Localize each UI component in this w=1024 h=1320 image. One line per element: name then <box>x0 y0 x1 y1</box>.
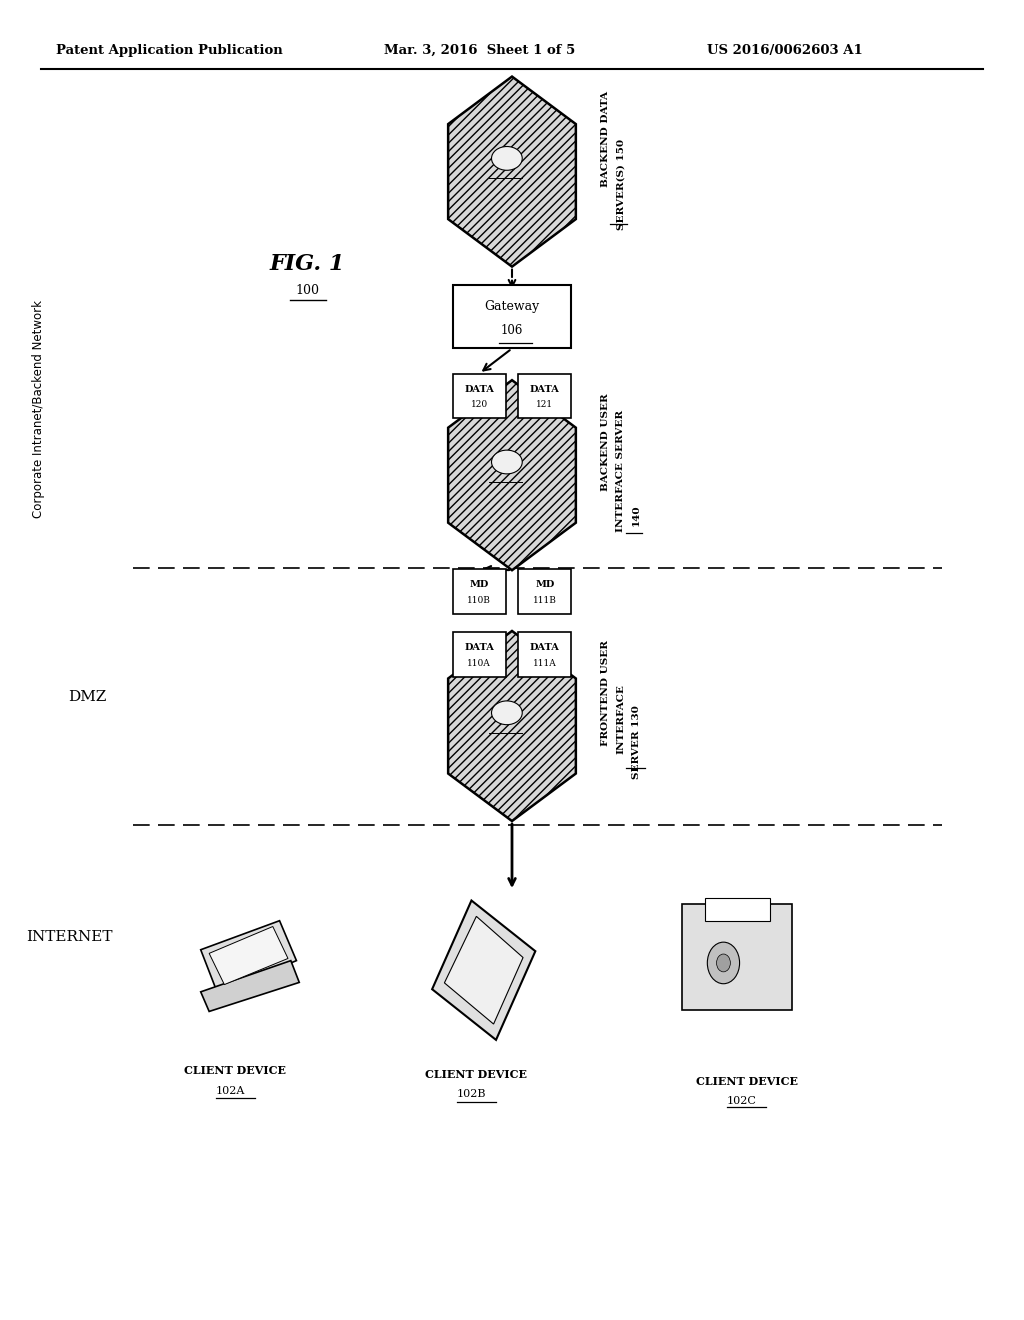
Text: US 2016/0062603 A1: US 2016/0062603 A1 <box>707 44 862 57</box>
Text: Patent Application Publication: Patent Application Publication <box>56 44 283 57</box>
FancyBboxPatch shape <box>518 374 571 418</box>
Text: MD: MD <box>470 579 488 589</box>
Polygon shape <box>201 921 297 993</box>
Text: 111B: 111B <box>532 595 557 605</box>
Text: 111A: 111A <box>532 659 557 668</box>
Text: FIG. 1: FIG. 1 <box>269 253 345 275</box>
Text: SERVER(S) 150: SERVER(S) 150 <box>616 139 626 231</box>
Polygon shape <box>209 927 288 985</box>
Text: 110A: 110A <box>467 659 492 668</box>
Text: 120: 120 <box>471 400 487 409</box>
Text: DATA: DATA <box>464 643 495 652</box>
Text: 102A: 102A <box>216 1086 246 1097</box>
Text: CLIENT DEVICE: CLIENT DEVICE <box>425 1069 527 1080</box>
Text: 102B: 102B <box>457 1089 486 1100</box>
Text: BACKEND USER: BACKEND USER <box>601 393 610 491</box>
Text: DATA: DATA <box>529 643 560 652</box>
Text: Corporate Intranet/Backend Network: Corporate Intranet/Backend Network <box>33 300 45 519</box>
Polygon shape <box>201 961 299 1011</box>
Circle shape <box>708 942 739 983</box>
Text: FRONTEND USER: FRONTEND USER <box>601 640 610 746</box>
Polygon shape <box>449 77 575 267</box>
Text: INTERFACE SERVER: INTERFACE SERVER <box>616 411 626 532</box>
FancyBboxPatch shape <box>453 285 571 348</box>
FancyBboxPatch shape <box>518 569 571 614</box>
Ellipse shape <box>492 147 522 170</box>
Text: 140: 140 <box>632 504 641 525</box>
Text: MD: MD <box>536 579 554 589</box>
Polygon shape <box>449 631 575 821</box>
Text: DMZ: DMZ <box>68 690 106 704</box>
FancyBboxPatch shape <box>453 374 506 418</box>
Text: DATA: DATA <box>464 384 495 393</box>
Text: 121: 121 <box>537 400 553 409</box>
FancyBboxPatch shape <box>518 632 571 677</box>
Ellipse shape <box>492 701 522 725</box>
Text: INTERFACE: INTERFACE <box>616 685 626 754</box>
FancyBboxPatch shape <box>453 632 506 677</box>
Polygon shape <box>432 900 536 1040</box>
FancyBboxPatch shape <box>705 898 770 921</box>
Text: 100: 100 <box>295 284 319 297</box>
Text: BACKEND DATA: BACKEND DATA <box>601 91 610 186</box>
Text: DATA: DATA <box>529 384 560 393</box>
Circle shape <box>717 954 730 972</box>
Text: Mar. 3, 2016  Sheet 1 of 5: Mar. 3, 2016 Sheet 1 of 5 <box>384 44 575 57</box>
Ellipse shape <box>492 450 522 474</box>
Text: 106: 106 <box>501 323 523 337</box>
Text: Gateway: Gateway <box>484 300 540 313</box>
FancyBboxPatch shape <box>682 904 793 1010</box>
Polygon shape <box>444 916 523 1024</box>
FancyBboxPatch shape <box>453 569 506 614</box>
Polygon shape <box>449 380 575 570</box>
Text: SERVER 130: SERVER 130 <box>632 705 641 779</box>
Text: INTERNET: INTERNET <box>27 931 113 944</box>
Text: CLIENT DEVICE: CLIENT DEVICE <box>184 1065 287 1076</box>
Text: 110B: 110B <box>467 595 492 605</box>
Text: 102C: 102C <box>727 1096 757 1106</box>
Text: CLIENT DEVICE: CLIENT DEVICE <box>696 1076 799 1086</box>
